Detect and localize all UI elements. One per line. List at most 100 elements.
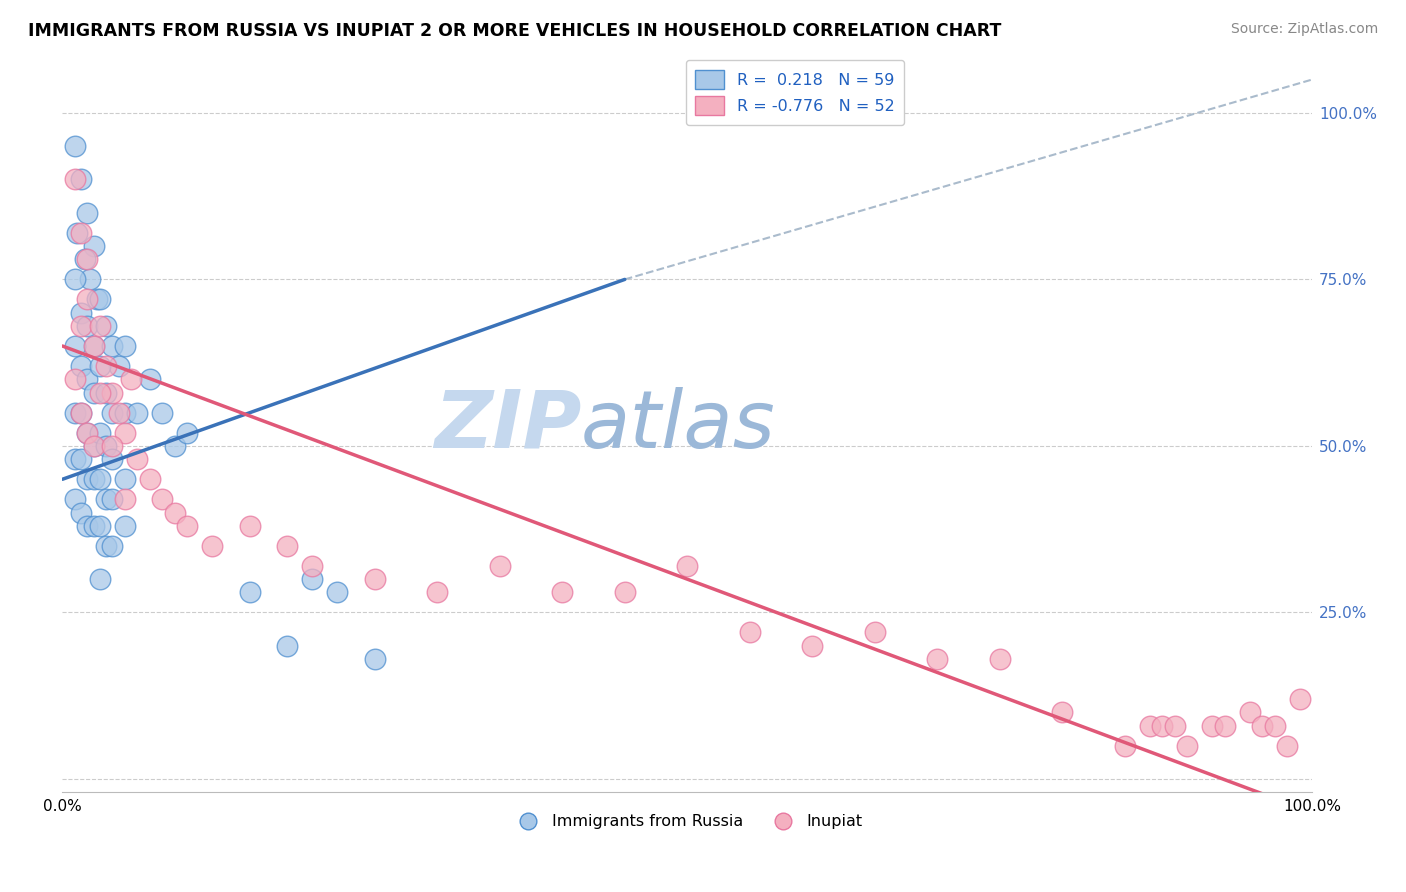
Point	[83, 439, 105, 453]
Point	[101, 452, 124, 467]
Point	[70, 226, 93, 240]
Point	[488, 558, 510, 573]
Point	[76, 293, 98, 307]
Point	[613, 585, 636, 599]
Point	[201, 539, 224, 553]
Point	[1175, 739, 1198, 753]
Point	[89, 472, 111, 486]
Point	[1139, 719, 1161, 733]
Legend: Immigrants from Russia, Inupiat: Immigrants from Russia, Inupiat	[505, 808, 869, 836]
Point	[927, 652, 949, 666]
Point	[96, 319, 118, 334]
Point	[863, 625, 886, 640]
Point	[89, 319, 111, 334]
Point	[89, 425, 111, 440]
Point	[89, 293, 111, 307]
Point	[63, 272, 86, 286]
Point	[676, 558, 699, 573]
Point	[83, 339, 105, 353]
Point	[801, 639, 824, 653]
Point	[1213, 719, 1236, 733]
Point	[114, 406, 136, 420]
Point	[301, 572, 323, 586]
Point	[101, 439, 124, 453]
Point	[1150, 719, 1173, 733]
Point	[76, 519, 98, 533]
Point	[139, 372, 162, 386]
Point	[101, 492, 124, 507]
Point	[1114, 739, 1136, 753]
Point	[114, 492, 136, 507]
Point	[101, 385, 124, 400]
Point	[114, 425, 136, 440]
Point	[70, 319, 93, 334]
Point	[70, 172, 93, 186]
Point	[83, 385, 105, 400]
Point	[76, 319, 98, 334]
Point	[96, 359, 118, 373]
Point	[70, 506, 93, 520]
Text: atlas: atlas	[581, 387, 776, 465]
Point	[301, 558, 323, 573]
Point	[63, 406, 86, 420]
Point	[96, 385, 118, 400]
Text: ZIP: ZIP	[433, 387, 581, 465]
Point	[364, 652, 387, 666]
Point	[70, 406, 93, 420]
Point	[163, 439, 186, 453]
Point	[988, 652, 1011, 666]
Point	[101, 339, 124, 353]
Point	[66, 226, 89, 240]
Point	[1275, 739, 1298, 753]
Point	[89, 359, 111, 373]
Point	[70, 406, 93, 420]
Point	[63, 339, 86, 353]
Point	[152, 406, 174, 420]
Point	[127, 452, 149, 467]
Point	[107, 406, 129, 420]
Point	[1288, 692, 1310, 706]
Point	[63, 492, 86, 507]
Point	[89, 572, 111, 586]
Point	[276, 639, 298, 653]
Point	[76, 425, 98, 440]
Point	[79, 272, 101, 286]
Point	[176, 425, 198, 440]
Point	[163, 506, 186, 520]
Point	[239, 585, 262, 599]
Point	[1239, 706, 1261, 720]
Point	[63, 372, 86, 386]
Point	[1050, 706, 1073, 720]
Point	[1163, 719, 1185, 733]
Point	[70, 452, 93, 467]
Point	[107, 359, 129, 373]
Point	[101, 539, 124, 553]
Text: Source: ZipAtlas.com: Source: ZipAtlas.com	[1230, 22, 1378, 37]
Point	[96, 492, 118, 507]
Point	[76, 425, 98, 440]
Point	[83, 472, 105, 486]
Point	[551, 585, 574, 599]
Point	[114, 472, 136, 486]
Point	[1263, 719, 1285, 733]
Point	[83, 239, 105, 253]
Point	[70, 359, 93, 373]
Point	[63, 452, 86, 467]
Point	[76, 252, 98, 267]
Point	[83, 439, 105, 453]
Point	[96, 439, 118, 453]
Point	[239, 519, 262, 533]
Point	[83, 339, 105, 353]
Point	[89, 385, 111, 400]
Point	[83, 519, 105, 533]
Point	[96, 539, 118, 553]
Point	[152, 492, 174, 507]
Point	[276, 539, 298, 553]
Point	[73, 252, 96, 267]
Point	[127, 406, 149, 420]
Point	[63, 172, 86, 186]
Point	[114, 519, 136, 533]
Point	[76, 372, 98, 386]
Point	[89, 519, 111, 533]
Point	[1251, 719, 1274, 733]
